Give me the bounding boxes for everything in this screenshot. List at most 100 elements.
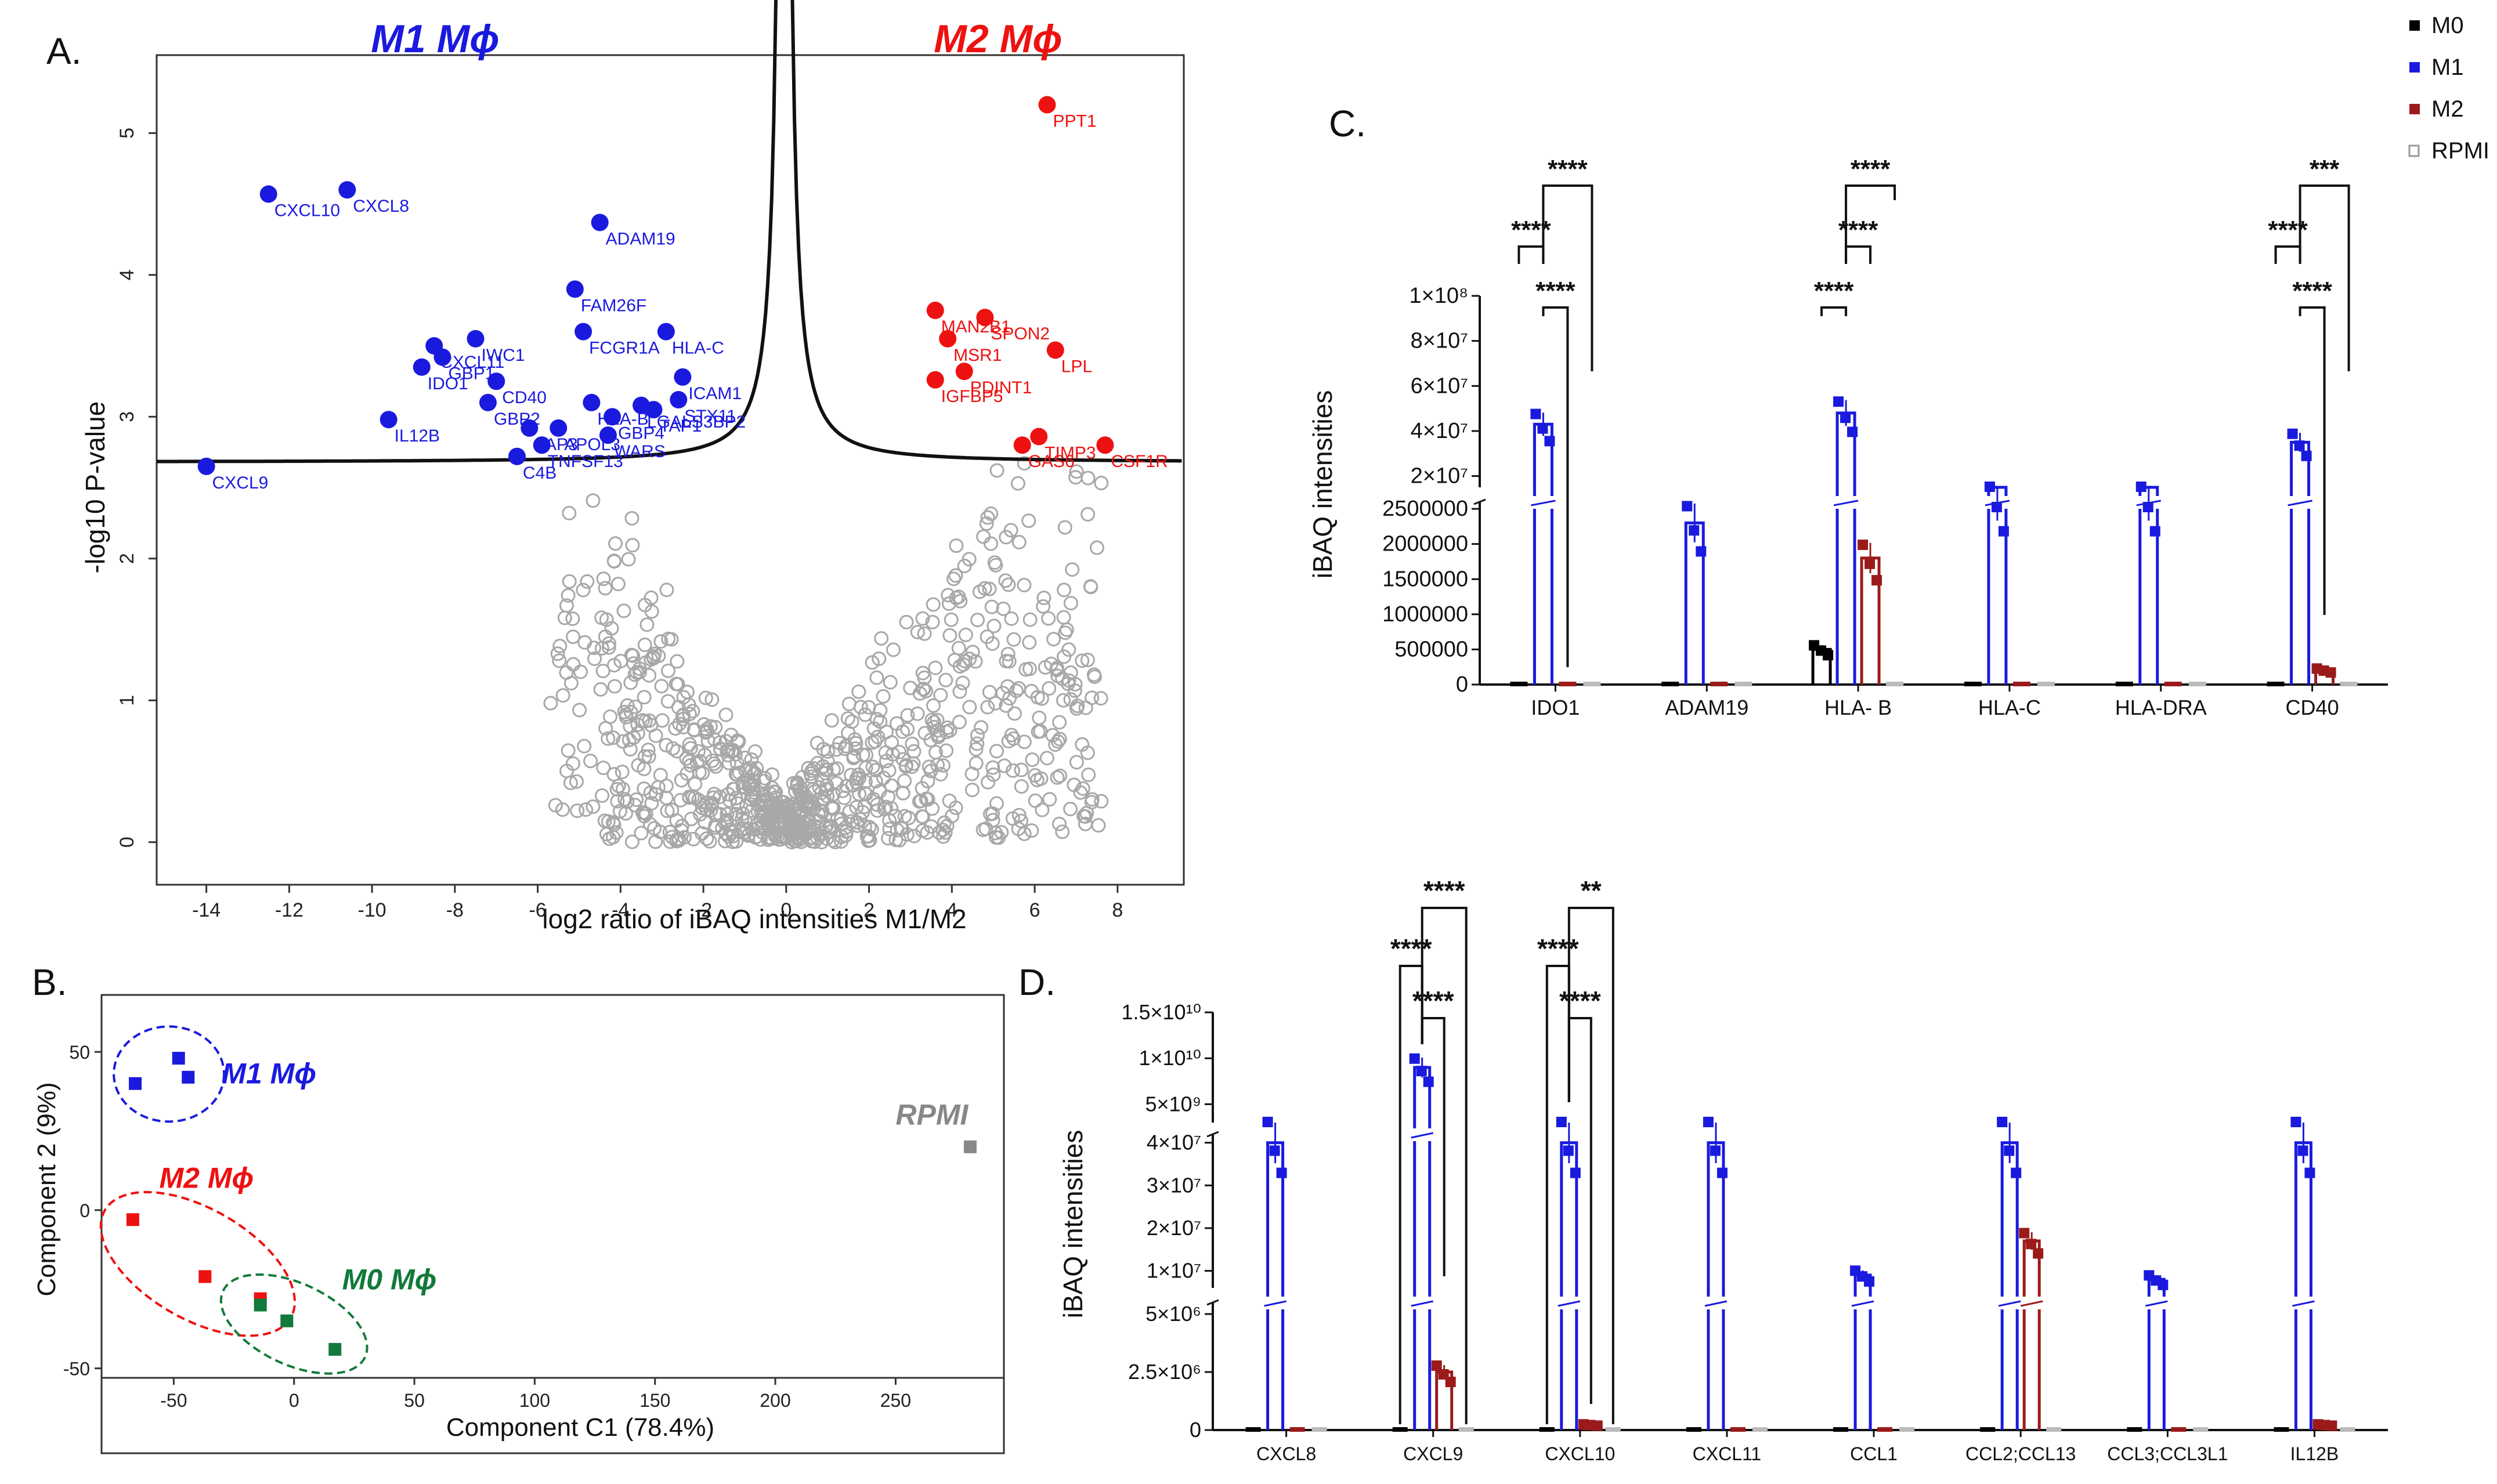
volcano-point-ns [925, 801, 940, 816]
volcano-point-ns [1022, 612, 1038, 627]
volcano-point-ns [1093, 691, 1108, 706]
volcano-point-c4b [508, 447, 526, 465]
volcano-point-ns [949, 591, 964, 606]
volcano-point-ns [1011, 821, 1026, 837]
bar-m0 [1539, 1427, 1555, 1432]
volcano-point-ns [1017, 456, 1032, 471]
pca-xtick-label: 100 [519, 1390, 550, 1411]
volcano-point-ns [1081, 506, 1096, 522]
volcano-point-ns [1011, 535, 1027, 550]
bar-ytick-label: 1500000 [1382, 567, 1468, 591]
volcano-point-ns [647, 646, 662, 661]
volcano-point-ns [790, 824, 805, 839]
volcano-point-ns [904, 759, 919, 774]
volcano-point-ns [586, 799, 601, 814]
volcano-point-ns [844, 714, 859, 729]
volcano-point-ns [903, 681, 918, 696]
volcano-point-ns [1002, 654, 1017, 669]
volcano-point-ns [562, 574, 577, 589]
volcano-point-ns [841, 696, 857, 711]
bar-category-label: HLA- B [1824, 696, 1892, 719]
bar-point [1717, 1167, 1728, 1178]
volcano-point-ns [587, 651, 602, 667]
significance-label: **** [1559, 986, 1601, 1016]
volcano-point-ns [823, 819, 839, 834]
bar-category-label: CCL2;CCL13 [1965, 1443, 2076, 1464]
volcano-point-ns [1063, 801, 1078, 816]
m0-cluster-ellipse [219, 1273, 368, 1375]
volcano-point-ns [743, 779, 758, 794]
bar-rpmi [2340, 682, 2358, 686]
bar-point [2135, 482, 2147, 492]
volcano-point-ns [779, 830, 794, 845]
volcano-point-ns [964, 766, 980, 781]
bar-point [1682, 501, 1693, 512]
volcano-point-ns [649, 787, 664, 802]
volcano-point-ns [979, 516, 994, 531]
volcano-point-ns [688, 776, 703, 791]
volcano-point-ns [687, 790, 702, 805]
volcano-point-ns [659, 582, 674, 598]
bar-ytick-label: 2.5×10⁶ [1128, 1360, 1201, 1384]
significance-bracket [2299, 184, 2350, 371]
volcano-ylabel: -log10 P-value [80, 401, 110, 574]
bar-rpmi [1583, 682, 1601, 686]
volcano-point-ns [555, 688, 570, 703]
volcano-point-ns [628, 699, 643, 714]
volcano-point-ns [1004, 727, 1019, 743]
bar-break-mark [2292, 1300, 2315, 1307]
volcano-point-ns [970, 727, 985, 743]
volcano-point-igfbp5 [926, 371, 944, 389]
volcano-point-ns [610, 577, 626, 592]
volcano-point-ns [718, 707, 733, 722]
volcano-point-ns [915, 665, 930, 681]
volcano-point-csf1r [1096, 436, 1114, 454]
volcano-point-ns [1010, 476, 1025, 491]
volcano-point-ns [985, 760, 1000, 775]
pca-point [328, 1342, 342, 1356]
volcano-point-ns [933, 687, 948, 703]
volcano-point-ns [672, 716, 687, 732]
bar-point [1864, 1276, 1875, 1287]
volcano-xtick-label: -10 [358, 899, 386, 921]
bar-m0 [1661, 682, 1679, 686]
volcano-point-ns [965, 645, 980, 660]
volcano-point-ns [1081, 767, 1096, 782]
bar-category-label: CCL1 [1850, 1443, 1898, 1464]
volcano-point-ns [671, 833, 686, 848]
volcano-ytick-label: 4 [116, 269, 138, 280]
volcano-point-label: GBP1 [448, 364, 494, 383]
pca-point [182, 1070, 195, 1084]
volcano-point-ns [853, 700, 868, 715]
bar-point [2301, 450, 2312, 461]
volcano-point-ns [953, 593, 968, 609]
legend-swatch [2408, 144, 2420, 157]
pca-group-label: M0 Mϕ [342, 1263, 437, 1295]
volcano-point-ns [944, 612, 959, 627]
volcano-point-ns [1022, 661, 1038, 676]
bar-chart-c: iBAQ intensities 0 500000 1000000 1500000 20… [1307, 155, 2388, 719]
pca-xtick-label: 0 [289, 1390, 299, 1411]
volcano-point-ns [942, 793, 957, 808]
volcano-xtick-label: -6 [529, 899, 546, 921]
volcano-point-ns [1006, 632, 1021, 647]
volcano-point-ns [747, 744, 763, 759]
volcano-point-ns [795, 805, 810, 820]
volcano-point-ns [639, 617, 655, 632]
bar-point [2325, 667, 2336, 678]
volcano-point-ns [949, 538, 964, 553]
volcano-point-ns [922, 759, 937, 774]
volcano-point-ns [1014, 762, 1029, 777]
volcano-point-ns [663, 834, 678, 849]
volcano-point-ns [803, 766, 818, 781]
volcano-point-ns [577, 635, 592, 650]
volcano-point-ns [559, 665, 574, 680]
volcano-point-ns [985, 806, 1000, 821]
volcano-point-ns [661, 631, 676, 646]
volcano-point-ns [728, 791, 743, 806]
bar-rpmi [2193, 1427, 2209, 1432]
volcano-point-ns [935, 758, 951, 773]
volcano-xtick-label: 6 [1029, 899, 1040, 921]
volcano-point-ns [615, 781, 630, 797]
volcano-point-ns [975, 822, 991, 837]
